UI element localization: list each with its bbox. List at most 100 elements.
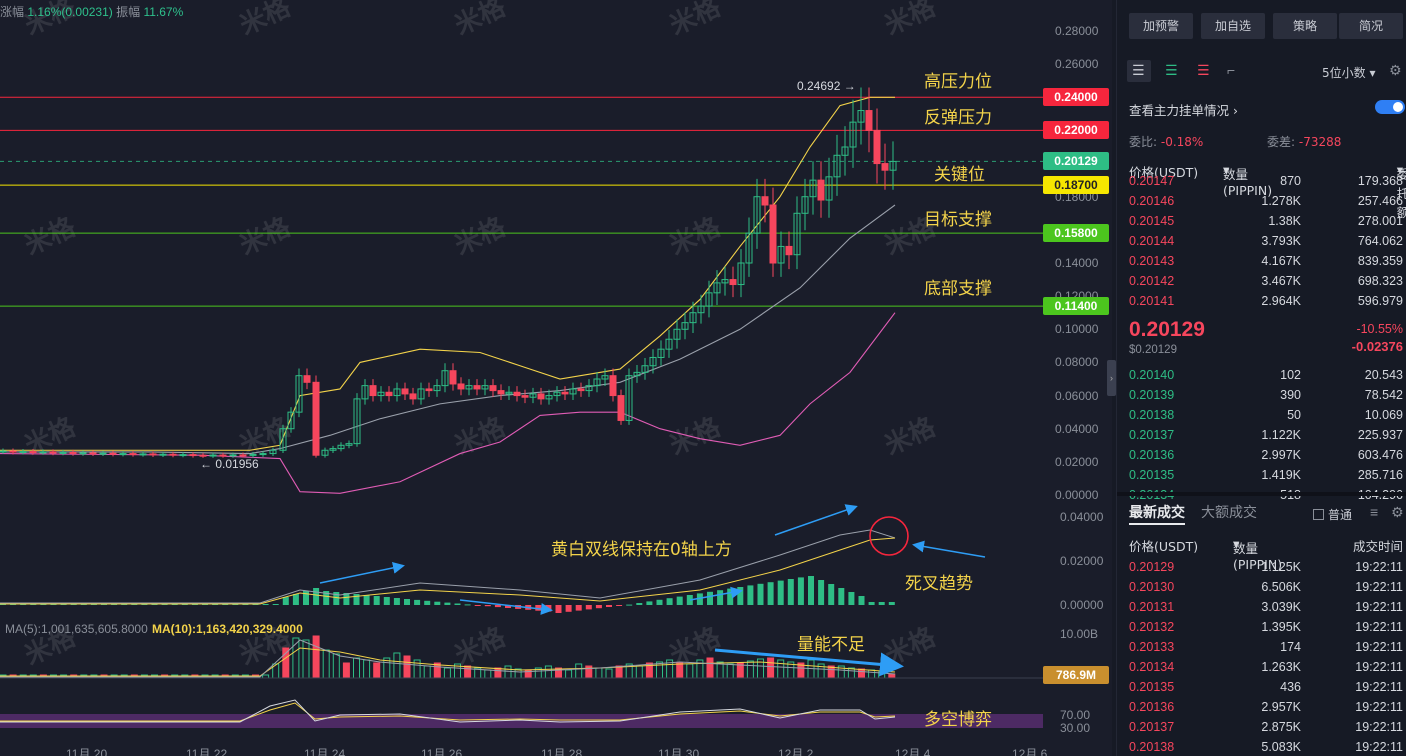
collapse-handle[interactable]: › bbox=[1107, 360, 1116, 396]
price-lines bbox=[0, 96, 1043, 307]
chart-area[interactable]: 米格 米格 米格 米格 米格 米格 米格 米格 米格 米格 米格 米格 米格 米格 米格 米格 米格 米格 米格 米格… bbox=[0, 0, 1112, 756]
death-cross-circle bbox=[869, 516, 909, 556]
ask-row[interactable]: 0.20141 2.964K 596.979 bbox=[1117, 292, 1406, 312]
last-price: 0.20129 bbox=[1129, 318, 1205, 341]
trade-row[interactable]: 0.20130 6.506K 19:22:11 bbox=[1117, 578, 1406, 598]
ask-row[interactable]: 0.20142 3.467K 698.323 bbox=[1117, 272, 1406, 292]
volume-bar bbox=[656, 661, 663, 679]
change-label: 涨幅 bbox=[0, 5, 25, 19]
row-total: 596.979 bbox=[1357, 294, 1403, 308]
bid-row[interactable]: 0.20135 1.419K 285.716 bbox=[1117, 466, 1406, 486]
decimals-select[interactable]: 5位小数 ▾ bbox=[1322, 66, 1376, 80]
volume-bar bbox=[706, 657, 714, 679]
tab-large-trades[interactable]: 大额成交 bbox=[1201, 505, 1257, 521]
candle-body bbox=[849, 121, 857, 148]
candle-body bbox=[417, 388, 425, 400]
bid-row[interactable]: 0.20138 50 10.069 bbox=[1117, 406, 1406, 426]
ask-row[interactable]: 0.20146 1.278K 257.466 bbox=[1117, 192, 1406, 212]
last-price-usd: $0.20129 bbox=[1129, 344, 1177, 356]
ask-row[interactable]: 0.20147 870 179.368 bbox=[1117, 172, 1406, 192]
view-orders-link[interactable]: 查看主力挂单情况 › bbox=[1129, 103, 1238, 118]
view-both-tab[interactable]: ☰ bbox=[1127, 60, 1151, 82]
annotation-arrows bbox=[319, 504, 986, 677]
price-axis-label: 0.00000 bbox=[1055, 488, 1099, 502]
row-price: 0.20141 bbox=[1129, 294, 1175, 308]
trades-settings-icon[interactable]: ⚙ bbox=[1391, 504, 1404, 520]
candle-body bbox=[497, 390, 505, 395]
bid-row[interactable]: 0.20140 102 20.543 bbox=[1117, 366, 1406, 386]
trades-header-time: 成交时间 bbox=[1352, 539, 1403, 554]
macd-histogram-bar bbox=[595, 605, 602, 609]
ask-row[interactable]: 0.20145 1.38K 278.001 bbox=[1117, 212, 1406, 232]
candle-body bbox=[769, 204, 777, 264]
macd-histogram-bar bbox=[535, 605, 542, 611]
price-axis-label: 0.10000 bbox=[1055, 322, 1099, 337]
settings-icon[interactable]: ⚙ bbox=[1389, 62, 1402, 78]
row-price: 0.20138 bbox=[1129, 408, 1175, 422]
ask-row[interactable]: 0.20143 4.167K 839.359 bbox=[1117, 252, 1406, 272]
macd-histogram-bar bbox=[666, 598, 673, 605]
book-bids-icon[interactable]: ☰ bbox=[1165, 62, 1178, 78]
normal-filter[interactable]: 普通 bbox=[1313, 506, 1352, 523]
bid-row[interactable]: 0.20137 1.122K 225.937 bbox=[1117, 426, 1406, 446]
trade-row[interactable]: 0.20134 1.263K 19:22:11 bbox=[1117, 658, 1406, 678]
bid-row[interactable]: 0.20136 2.997K 603.476 bbox=[1117, 446, 1406, 466]
macd-panel bbox=[0, 516, 909, 613]
trade-row[interactable]: 0.20138 5.083K 19:22:11 bbox=[1117, 738, 1406, 756]
macd-histogram-bar bbox=[787, 579, 794, 605]
book-trades-icon[interactable]: ⌐ bbox=[1227, 62, 1236, 78]
orders-toggle[interactable] bbox=[1375, 100, 1405, 114]
macd-histogram-bar bbox=[575, 605, 582, 611]
trade-row[interactable]: 0.20129 1.125K 19:22:11 bbox=[1117, 558, 1406, 578]
candle-body bbox=[649, 356, 657, 367]
candle-body bbox=[825, 176, 833, 201]
bid-row[interactable]: 0.20139 390 78.542 bbox=[1117, 386, 1406, 406]
filter-icon[interactable]: ≡ bbox=[1370, 504, 1379, 520]
macd-histogram-bar bbox=[717, 590, 724, 605]
macd-histogram-bar bbox=[848, 592, 855, 605]
candle-body bbox=[179, 454, 187, 457]
ask-row[interactable]: 0.20144 3.793K 764.062 bbox=[1117, 232, 1406, 252]
candle-body bbox=[625, 375, 633, 421]
trade-row[interactable]: 0.20132 1.395K 19:22:11 bbox=[1117, 618, 1406, 638]
candle-body bbox=[609, 375, 617, 397]
macd-histogram-bar bbox=[818, 580, 825, 605]
macd-histogram-bar bbox=[343, 593, 350, 605]
row-total: 764.062 bbox=[1357, 234, 1403, 248]
macd-histogram-bar bbox=[888, 602, 895, 605]
candle-body bbox=[337, 444, 345, 450]
candle-body bbox=[697, 305, 705, 314]
trade-row[interactable]: 0.20135 436 19:22:11 bbox=[1117, 678, 1406, 698]
candle-body bbox=[745, 232, 753, 264]
header-qty[interactable]: 数量 (PIPPIN) ▾ bbox=[1223, 162, 1273, 198]
volume-bar bbox=[302, 639, 310, 679]
time-axis-label: 12月 6 bbox=[1012, 747, 1048, 756]
trade-row[interactable]: 0.20137 2.875K 19:22:11 bbox=[1117, 718, 1406, 738]
row-qty: 5.083K bbox=[1261, 740, 1301, 754]
candle-body bbox=[833, 154, 841, 178]
candle-body bbox=[881, 163, 889, 171]
trades-header-qty[interactable]: 数量(PIPPIN) ▾ bbox=[1233, 536, 1283, 572]
profile-button[interactable]: 简况 bbox=[1339, 13, 1403, 39]
row-qty: 870 bbox=[1280, 174, 1301, 188]
row-price: 0.20131 bbox=[1129, 600, 1175, 614]
time-axis-label: 12月 4 bbox=[895, 747, 931, 756]
trade-row[interactable]: 0.20131 3.039K 19:22:11 bbox=[1117, 598, 1406, 618]
row-qty: 1.38K bbox=[1268, 214, 1301, 228]
row-time: 19:22:11 bbox=[1355, 580, 1403, 594]
book-asks-icon[interactable]: ☰ bbox=[1197, 62, 1210, 78]
strategy-button[interactable]: 策略 bbox=[1273, 13, 1337, 39]
header-total[interactable]: 委托额 ▾ bbox=[1397, 162, 1406, 220]
tab-latest-trades[interactable]: 最新成交 bbox=[1129, 505, 1185, 521]
macd-histogram-bar bbox=[313, 588, 320, 605]
trade-row[interactable]: 0.20136 2.957K 19:22:11 bbox=[1117, 698, 1406, 718]
checkbox-icon[interactable] bbox=[1313, 509, 1324, 520]
indicators bbox=[0, 96, 896, 494]
trade-row[interactable]: 0.20133 174 19:22:11 bbox=[1117, 638, 1406, 658]
row-qty: 6.506K bbox=[1261, 580, 1301, 594]
row-total: 225.937 bbox=[1357, 428, 1403, 442]
add-alert-button[interactable]: 加预警 bbox=[1129, 13, 1193, 39]
add-watchlist-button[interactable]: 加自选 bbox=[1201, 13, 1265, 39]
row-qty: 2.964K bbox=[1261, 294, 1301, 308]
